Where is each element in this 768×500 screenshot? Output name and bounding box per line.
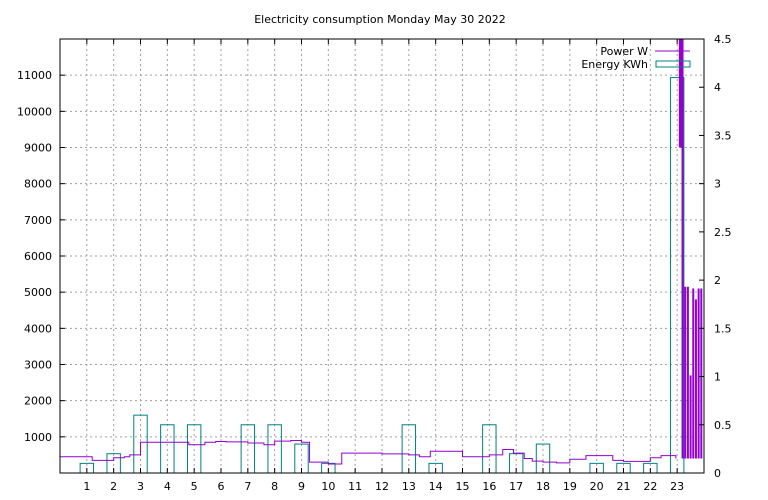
y-tick-label: 4000	[24, 322, 52, 335]
legend-label-power: Power W	[600, 45, 648, 58]
x-tick-label: 17	[509, 480, 523, 493]
y2-tick-label: 4	[714, 81, 721, 94]
y2-tick-label: 4.5	[714, 33, 732, 46]
chart-title: Electricity consumption Monday May 30 20…	[254, 13, 506, 26]
x-tick-label: 21	[617, 480, 631, 493]
x-tick-label: 19	[563, 480, 577, 493]
x-tick-label: 6	[218, 480, 225, 493]
y2-tick-label: 3.5	[714, 129, 732, 142]
x-tick-label: 9	[298, 480, 305, 493]
x-tick-label: 23	[670, 480, 684, 493]
x-tick-label: 14	[429, 480, 443, 493]
y-tick-label: 9000	[24, 142, 52, 155]
axes: 1 2 3 4 5 6 7 8 9 10 11 12 13 14 15 16 17 18 19 20 21 22 23100…	[17, 33, 732, 493]
x-tick-label: 1	[83, 480, 90, 493]
x-tick-label: 4	[164, 480, 171, 493]
x-tick-label: 11	[348, 480, 362, 493]
y2-tick-label: 1.5	[714, 322, 732, 335]
y2-tick-label: 0.5	[714, 419, 732, 432]
grid	[60, 39, 704, 473]
x-tick-label: 2	[110, 480, 117, 493]
x-tick-label: 7	[244, 480, 251, 493]
y-tick-label: 5000	[24, 286, 52, 299]
y2-tick-label: 3	[714, 178, 721, 191]
y2-tick-label: 0	[714, 467, 721, 480]
x-tick-label: 8	[271, 480, 278, 493]
x-tick-label: 10	[321, 480, 335, 493]
x-tick-label: 16	[482, 480, 496, 493]
x-tick-label: 20	[590, 480, 604, 493]
y2-tick-label: 2	[714, 274, 721, 287]
power-line-path	[60, 439, 677, 465]
x-tick-label: 15	[456, 480, 470, 493]
y-tick-label: 11000	[17, 69, 52, 82]
y-tick-label: 7000	[24, 214, 52, 227]
x-tick-label: 3	[137, 480, 144, 493]
y2-tick-label: 1	[714, 371, 721, 384]
y-tick-label: 8000	[24, 178, 52, 191]
x-tick-label: 5	[191, 480, 198, 493]
x-tick-label: 13	[402, 480, 416, 493]
y-tick-label: 3000	[24, 359, 52, 372]
power-line	[60, 39, 703, 465]
legend-label-energy: Energy KWh	[581, 58, 648, 71]
y-tick-label: 6000	[24, 250, 52, 263]
y-tick-label: 2000	[24, 395, 52, 408]
y2-tick-label: 2.5	[714, 226, 732, 239]
legend-swatch-energy	[655, 60, 691, 68]
y-tick-label: 10000	[17, 105, 52, 118]
legend: Power W Energy KWh	[581, 45, 691, 71]
x-tick-label: 18	[536, 480, 550, 493]
x-tick-label: 22	[643, 480, 657, 493]
x-tick-label: 12	[375, 480, 389, 493]
y-tick-label: 1000	[24, 431, 52, 444]
